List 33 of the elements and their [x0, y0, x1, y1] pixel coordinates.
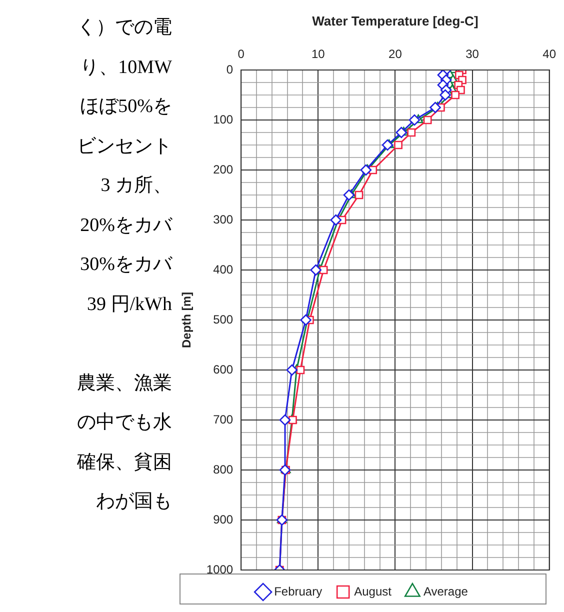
y-tick-label: 1000 — [206, 562, 234, 576]
y-axis-title: Depth [m] — [180, 292, 194, 348]
y-tick-label: 700 — [213, 412, 234, 426]
x-tick-label: 0 — [238, 47, 245, 62]
y-tick-label: 600 — [213, 362, 234, 376]
text: り、10MW — [79, 56, 172, 80]
legend-label: February — [274, 584, 322, 598]
x-tick-label: 30 — [466, 47, 480, 62]
text: 3 カ所、 — [100, 174, 172, 198]
x-tick-label: 10 — [311, 47, 326, 62]
text: ほぼ50%を — [79, 95, 172, 119]
x-tick-label: 40 — [542, 47, 556, 62]
y-tick-label: 500 — [213, 312, 234, 326]
text: 20%をカバ — [79, 214, 172, 238]
legend-label: Average — [423, 584, 468, 598]
text: 農業、漁業 — [76, 372, 172, 396]
text: の中でも水 — [76, 411, 172, 435]
y-tick-label: 0 — [226, 62, 234, 76]
y-tick-label: 400 — [213, 262, 234, 276]
text: わが国も — [95, 490, 172, 514]
legend-label: August — [354, 584, 392, 598]
text: く）での電 — [76, 16, 172, 40]
y-tick-label: 900 — [213, 512, 234, 526]
y-tick-label: 100 — [213, 112, 234, 126]
text: ビンセント — [76, 134, 172, 158]
x-axis-title: Water Temperature [deg-C] — [312, 13, 478, 28]
y-tick-label: 200 — [213, 162, 234, 176]
text: 確保、貧困 — [76, 450, 172, 474]
text: 30%をカバ — [79, 253, 172, 277]
y-tick-label: 800 — [213, 462, 234, 476]
x-tick-label: 20 — [388, 47, 402, 62]
y-tick-label: 300 — [213, 212, 234, 226]
text: 39 円/kWh — [86, 292, 172, 316]
